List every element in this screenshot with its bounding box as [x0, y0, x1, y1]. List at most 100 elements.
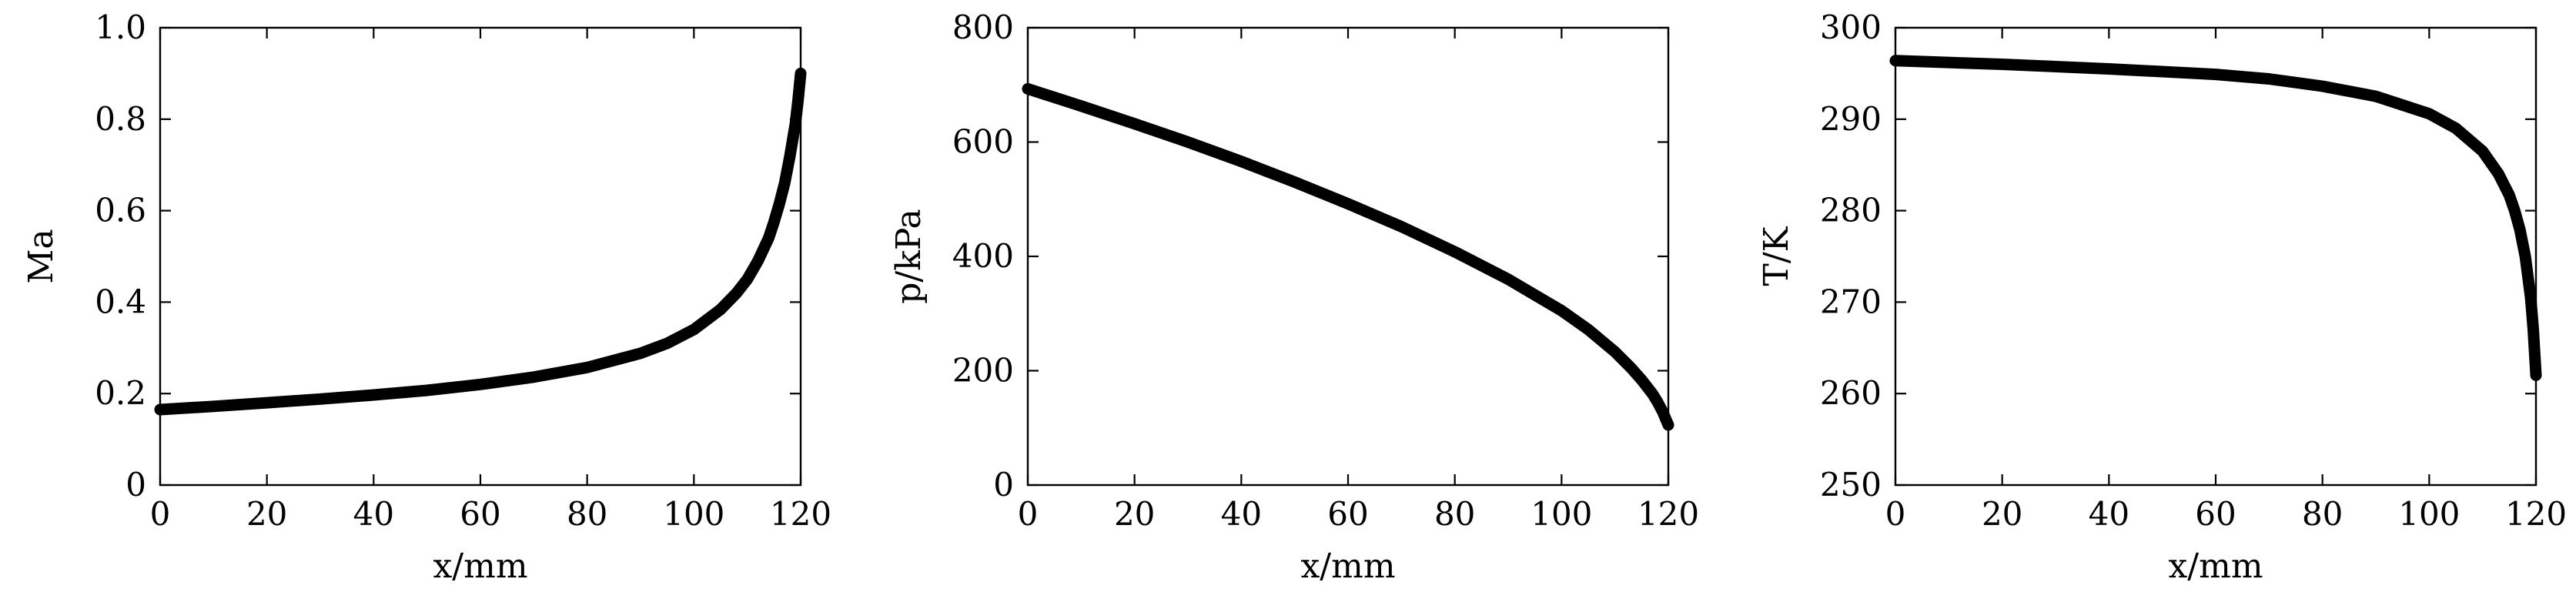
plot-frame: [159, 26, 802, 487]
data-point: [1132, 121, 1138, 127]
data-point: [424, 387, 430, 393]
data-point: [317, 396, 323, 402]
data-point: [2453, 125, 2459, 132]
data-point: [1025, 85, 1031, 92]
y-axis-label: T/K: [1757, 226, 1796, 286]
x-tick-label: 40: [353, 495, 394, 533]
plot-frame: [1894, 26, 2538, 487]
y-tick-label: 0: [125, 466, 146, 504]
y-tick-label: 0.4: [95, 283, 146, 320]
data-point: [1649, 390, 1655, 397]
y-axis-label: Ma: [22, 229, 61, 283]
x-tick-label: 80: [1434, 495, 1475, 533]
data-point: [1660, 410, 1666, 416]
x-tick-label: 0: [1885, 495, 1906, 533]
data-point: [787, 152, 793, 159]
x-tick-label: 100: [1531, 495, 1592, 533]
data-point: [1892, 58, 1899, 64]
x-tick-label: 120: [2505, 495, 2567, 533]
data-point: [2533, 372, 2539, 378]
y-axis-label: p/kPa: [889, 209, 928, 304]
data-point: [1238, 159, 1244, 165]
y-tick-label: 0: [993, 466, 1014, 504]
data-point: [157, 407, 163, 413]
data-point: [718, 306, 724, 313]
data-point: [2506, 192, 2512, 198]
series-line-1: [1022, 82, 1674, 431]
data-point: [2480, 148, 2486, 154]
data-point: [2495, 171, 2501, 177]
y-tick-label: 250: [1820, 466, 1882, 504]
y-tick-label: 300: [1820, 8, 1882, 46]
y-tick-label: 280: [1820, 192, 1882, 229]
x-tick-label: 20: [1982, 495, 2022, 533]
data-point: [691, 326, 697, 333]
data-point: [795, 98, 801, 104]
x-tick-label: 60: [1327, 495, 1368, 533]
y-tick-label: 260: [1820, 374, 1882, 412]
y-tick-label: 600: [952, 123, 1014, 161]
x-tick-label: 120: [1638, 495, 1699, 533]
data-point: [664, 340, 671, 346]
data-point: [744, 276, 751, 283]
x-tick-label: 100: [2398, 495, 2460, 533]
data-point: [2373, 93, 2379, 99]
data-point: [370, 392, 376, 398]
data-point: [1292, 179, 1298, 185]
data-point: [1558, 308, 1564, 314]
x-tick-label: 20: [1114, 495, 1155, 533]
data-point: [2511, 208, 2517, 214]
data-point: [2426, 111, 2432, 117]
data-point: [1612, 349, 1618, 355]
data-point: [2213, 72, 2219, 78]
y-tick-label: 400: [952, 237, 1014, 275]
series-line-1: [154, 67, 807, 416]
y-tick-label: 1.0: [95, 8, 146, 46]
chart-panel-3: 0 20 40 60 80 100 120 250 260 270 280 290 300 x/mm T/K: [1757, 8, 2567, 586]
x-axis-label: x/mm: [2168, 547, 2263, 586]
data-point: [771, 219, 777, 225]
data-point: [637, 350, 644, 356]
series-line-1: [1889, 55, 2542, 381]
data-point: [2522, 253, 2528, 259]
chart-panel-1: 0 20 40 60 80 100 120 0 0.2 0.4 0.6 0.8 1.0 x/mm Ma: [22, 8, 831, 586]
y-tick-label: 0.2: [95, 374, 146, 412]
data-point: [1398, 223, 1404, 229]
data-point: [530, 374, 537, 380]
x-tick-label: 100: [663, 495, 724, 533]
data-point: [2320, 83, 2326, 89]
data-point: [584, 364, 590, 370]
data-point: [792, 121, 798, 127]
data-point: [1505, 276, 1511, 283]
x-tick-label: 20: [246, 495, 287, 533]
data-point: [2517, 227, 2523, 233]
y-tick-label: 290: [1820, 100, 1882, 138]
x-tick-label: 40: [2089, 495, 2129, 533]
plot-frame: [1026, 26, 1670, 487]
data-point: [264, 400, 270, 406]
data-point: [2266, 76, 2272, 82]
x-tick-label: 40: [1221, 495, 1262, 533]
data-point: [210, 403, 216, 410]
data-point: [477, 381, 483, 387]
y-tick-label: 0.8: [95, 100, 146, 138]
x-tick-label: 0: [150, 495, 171, 533]
data-point: [798, 70, 804, 76]
data-point: [1663, 416, 1669, 422]
x-tick-label: 80: [2302, 495, 2343, 533]
data-point: [2106, 65, 2112, 72]
data-point: [1078, 103, 1084, 109]
x-tick-label: 80: [567, 495, 607, 533]
y-tick-label: 200: [952, 352, 1014, 390]
data-point: [1585, 326, 1591, 333]
x-tick-label: 60: [460, 495, 500, 533]
x-axis-label: x/mm: [433, 547, 527, 586]
data-point: [765, 235, 771, 241]
data-point: [1185, 139, 1191, 145]
data-point: [1628, 365, 1634, 371]
data-point: [1654, 399, 1661, 405]
y-tick-label: 0.6: [95, 192, 146, 229]
data-point: [1452, 249, 1458, 255]
x-tick-label: 0: [1018, 495, 1039, 533]
